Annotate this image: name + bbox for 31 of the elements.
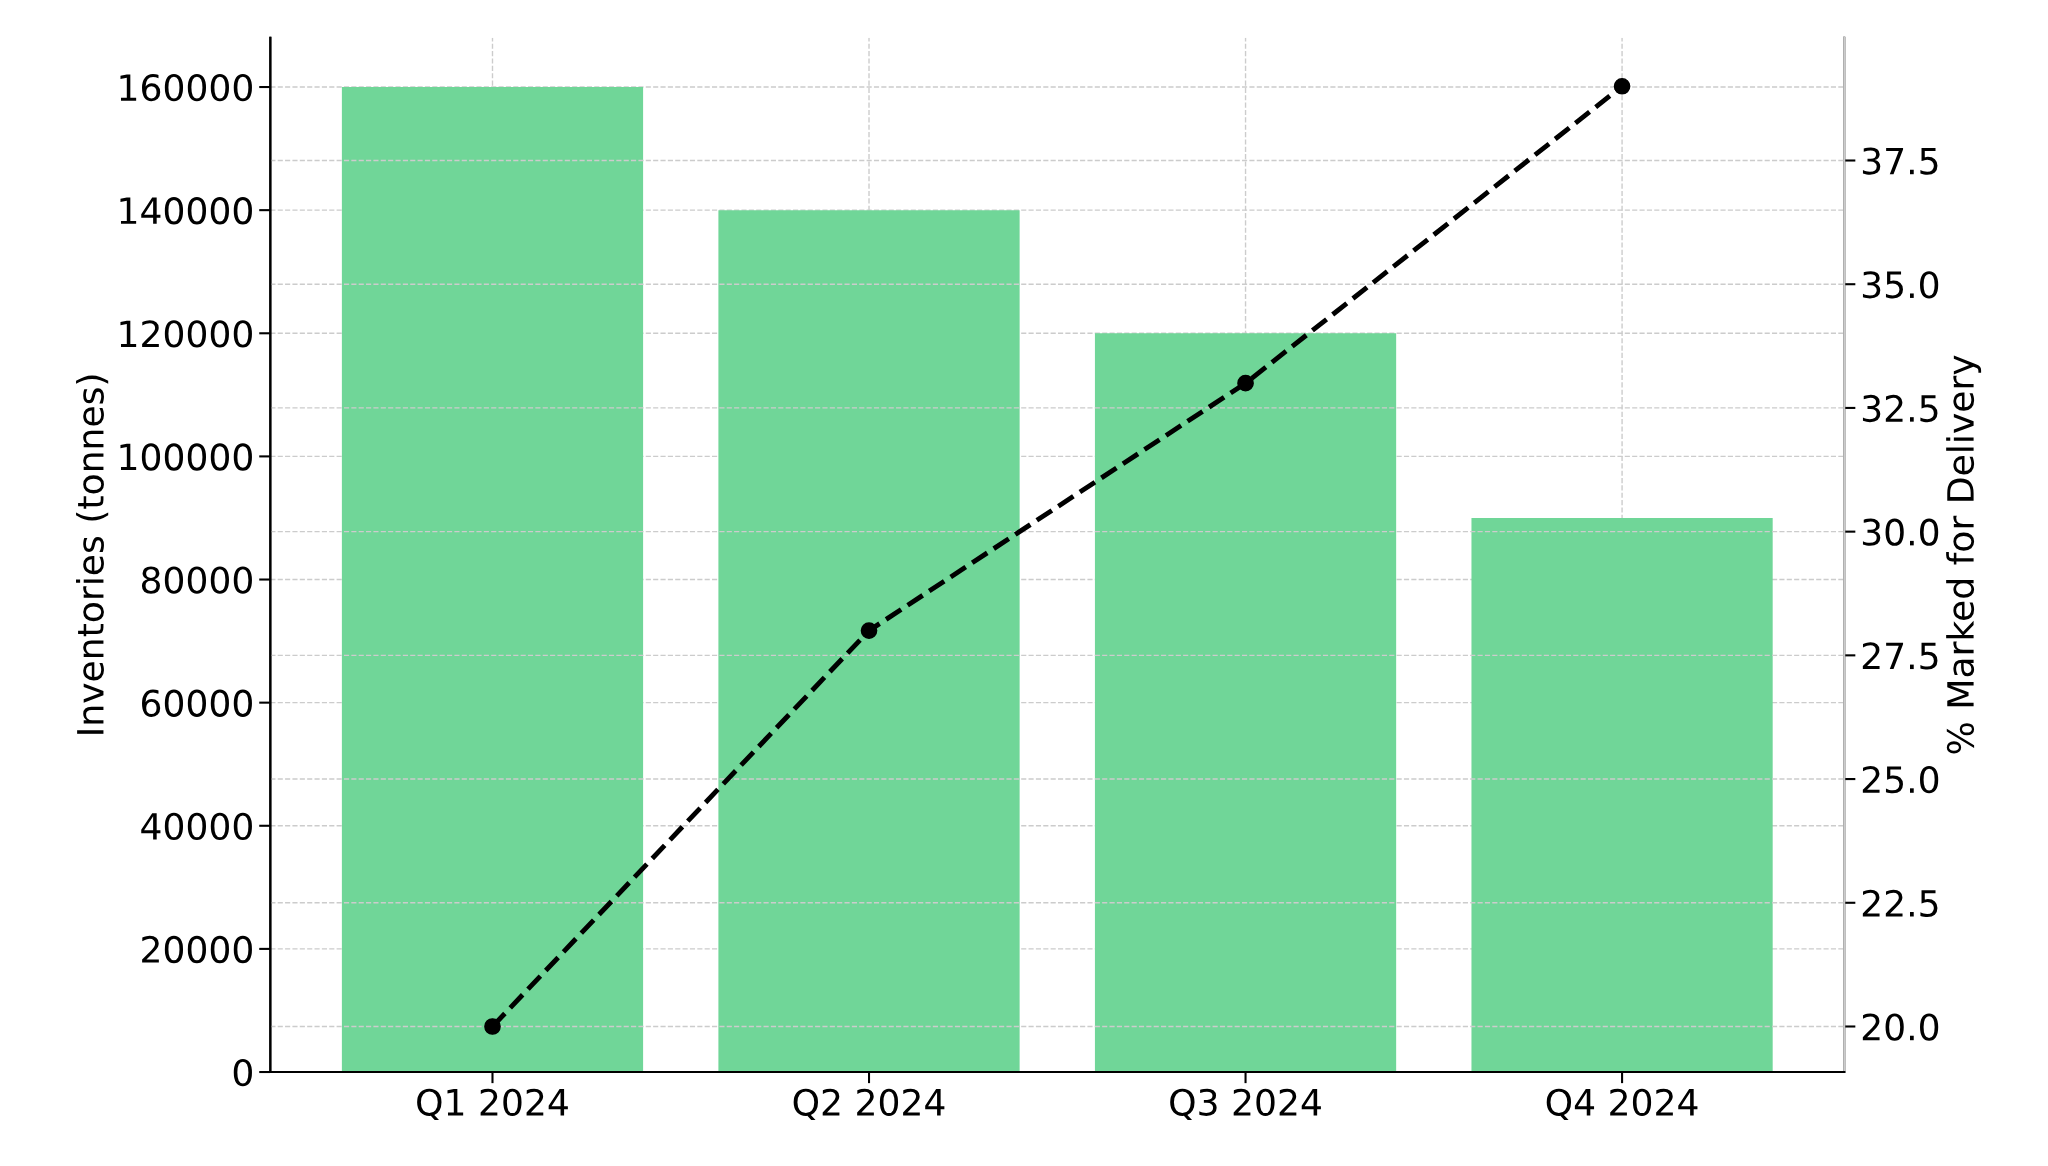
y2-tick-label: 30.0 xyxy=(1862,518,1939,546)
x-tick-label: Q4 2024 xyxy=(1546,1088,1698,1121)
y2-tick-label: 27.5 xyxy=(1862,642,1938,670)
bar xyxy=(341,87,644,1073)
y2-tick-label: 32.5 xyxy=(1862,394,1938,423)
y2-tick-label: 25.0 xyxy=(1862,765,1939,794)
y-tick-label: 0 xyxy=(233,1058,252,1087)
point xyxy=(484,1018,501,1035)
y-tick-label: 140000 xyxy=(120,197,252,225)
y2-tick-label: 35.0 xyxy=(1862,271,1939,299)
x-tick-label: Q1 2024 xyxy=(417,1088,568,1121)
y-tick-label: 40000 xyxy=(141,812,252,841)
y2-tick-label: 20.0 xyxy=(1862,1013,1939,1041)
y-tick-label: 120000 xyxy=(120,320,252,348)
y-tick-label: 20000 xyxy=(142,935,252,964)
point xyxy=(1613,77,1631,95)
bar xyxy=(718,210,1020,1073)
bar xyxy=(1471,517,1773,1073)
point xyxy=(860,622,878,639)
y-tick-label: 80000 xyxy=(141,566,252,594)
y2-axis-title: % Marked for Delivery xyxy=(1946,355,1982,754)
y2-tick-label: 37.5 xyxy=(1862,147,1938,175)
x-tick-label: Q2 2024 xyxy=(793,1088,945,1121)
point xyxy=(1237,374,1254,392)
y-tick-label: 160000 xyxy=(120,73,252,102)
y-axis-title: Inventories (tonnes) xyxy=(76,375,109,734)
bar xyxy=(1094,333,1397,1073)
y2-tick-label: 22.5 xyxy=(1862,889,1938,918)
y-tick-label: 100000 xyxy=(120,443,252,471)
x-tick-label: Q3 2024 xyxy=(1170,1088,1321,1121)
y-tick-label: 60000 xyxy=(142,689,252,717)
